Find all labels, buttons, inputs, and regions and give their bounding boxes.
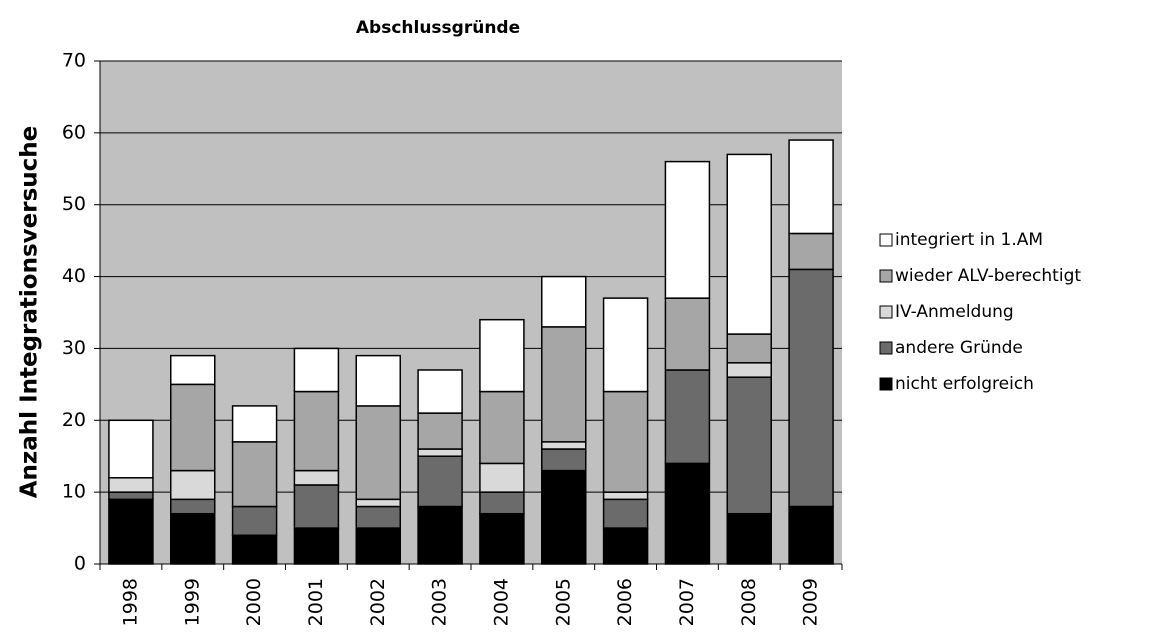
bar-segment [541, 469, 587, 565]
bar-segment [355, 527, 401, 565]
bar-segment [664, 369, 711, 465]
bar-segment [170, 498, 216, 515]
bar-segment [355, 354, 401, 407]
bar-segment [355, 405, 401, 501]
bar-segment [231, 441, 278, 508]
chart-title: Abschlussgründe [356, 18, 520, 38]
bar-segment [231, 534, 278, 565]
bar-segment [479, 512, 525, 565]
plot-area [100, 61, 842, 564]
y-tick-label: 0 [74, 553, 86, 575]
bar-segment [417, 505, 463, 565]
y-tick-label: 20 [62, 409, 86, 431]
bar-segment [479, 491, 525, 515]
legend-swatch [879, 377, 893, 391]
bar-segment [788, 268, 834, 508]
legend-swatch [879, 341, 893, 355]
x-tick-label: 2006 [614, 578, 636, 626]
bar-segment [170, 469, 216, 501]
bar-segment [602, 498, 649, 529]
bar-segment [479, 318, 525, 393]
bar-segment [788, 505, 834, 565]
bar-segment [602, 390, 649, 493]
bar-segment [293, 347, 340, 393]
bar-segment [417, 448, 463, 457]
bar-segment [108, 498, 154, 565]
bar-segment [664, 462, 711, 565]
bar-segment [417, 455, 463, 508]
bar-segment [417, 412, 463, 450]
x-tick-label: 2004 [490, 578, 512, 626]
bar-segment [541, 275, 587, 328]
x-tick-label: 2009 [800, 578, 822, 626]
y-tick-label: 70 [62, 50, 86, 72]
bar-segment [108, 477, 154, 493]
bar-segment [602, 297, 649, 393]
y-tick-label: 40 [62, 265, 86, 287]
bar-segment [602, 527, 649, 565]
bar-segment [355, 498, 401, 508]
bar-segment [355, 505, 401, 529]
y-tick-label: 50 [62, 193, 86, 215]
bar-segment [726, 153, 772, 335]
bar-segment [293, 484, 340, 529]
y-tick-label: 30 [62, 337, 86, 359]
x-tick-label: 2002 [367, 578, 389, 626]
y-axis-label: Anzahl Integrationsversuche [17, 126, 43, 499]
bar-segment [170, 512, 216, 565]
bar-segment [108, 419, 154, 479]
bar-segment [726, 333, 772, 364]
x-tick-label: 2000 [243, 578, 265, 626]
bar-segment [541, 326, 587, 443]
y-tick-label: 60 [62, 121, 86, 143]
legend-label: wieder ALV-berechtigt [895, 266, 1081, 286]
bar-segment [293, 469, 340, 486]
bar-segment [170, 354, 216, 386]
legend-label: nicht erfolgreich [895, 374, 1034, 394]
bar-segment [664, 297, 711, 371]
legend-label: andere Gründe [895, 338, 1023, 358]
bar-segment [788, 232, 834, 271]
y-tick-label: 10 [62, 481, 86, 503]
bar-segment [293, 527, 340, 565]
bar-segment [293, 390, 340, 472]
x-tick-label: 2001 [305, 578, 327, 626]
bar-segment [664, 160, 711, 299]
legend-label: integriert in 1.AM [895, 230, 1043, 250]
bar-segment [541, 441, 587, 450]
x-tick-label: 2007 [676, 578, 698, 626]
bar-segment [108, 491, 154, 501]
x-tick-label: 1998 [119, 578, 141, 626]
bar-segment [726, 512, 772, 565]
bar-segment [479, 390, 525, 465]
bar-segment [726, 362, 772, 378]
bar-segment [231, 405, 278, 443]
bar-segment [417, 369, 463, 414]
legend-swatch [879, 305, 893, 319]
x-tick-label: 2005 [552, 578, 574, 626]
x-tick-label: 1999 [181, 578, 203, 626]
legend-label: IV-Anmeldung [895, 302, 1014, 322]
bar-segment [541, 448, 587, 472]
x-tick-label: 2008 [738, 578, 760, 626]
x-tick-label: 2003 [429, 578, 451, 626]
legend-swatch [879, 269, 893, 283]
bar-segment [479, 462, 525, 493]
bar-segment [726, 376, 772, 515]
bar-segment [602, 491, 649, 501]
legend-swatch [879, 233, 893, 247]
bar-segment [170, 383, 216, 472]
bar-segment [788, 139, 834, 235]
bar-segment [231, 505, 278, 537]
